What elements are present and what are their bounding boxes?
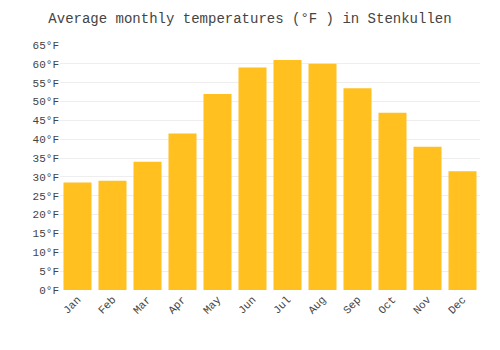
- svg-text:Oct: Oct: [376, 294, 398, 316]
- svg-text:Dec: Dec: [446, 294, 468, 316]
- svg-text:May: May: [201, 294, 224, 317]
- svg-text:50°F: 50°F: [33, 96, 59, 108]
- svg-text:Nov: Nov: [411, 294, 434, 317]
- svg-text:Sep: Sep: [341, 294, 363, 316]
- svg-text:Mar: Mar: [131, 294, 153, 316]
- svg-text:25°F: 25°F: [33, 191, 59, 203]
- svg-text:20°F: 20°F: [33, 209, 59, 221]
- svg-text:Feb: Feb: [96, 294, 118, 316]
- svg-text:Aug: Aug: [306, 294, 328, 316]
- svg-text:65°F: 65°F: [33, 40, 59, 52]
- svg-text:Average monthly temperatures (: Average monthly temperatures (°F ) in St…: [48, 11, 451, 27]
- svg-text:5°F: 5°F: [39, 266, 59, 278]
- svg-text:60°F: 60°F: [33, 59, 59, 71]
- svg-text:10°F: 10°F: [33, 247, 59, 259]
- svg-text:0°F: 0°F: [39, 285, 59, 297]
- svg-text:35°F: 35°F: [33, 153, 59, 165]
- svg-text:15°F: 15°F: [33, 228, 59, 240]
- svg-text:Jan: Jan: [61, 294, 83, 316]
- svg-text:Apr: Apr: [166, 294, 188, 316]
- svg-text:45°F: 45°F: [33, 115, 59, 127]
- svg-text:40°F: 40°F: [33, 134, 59, 146]
- svg-text:55°F: 55°F: [33, 78, 59, 90]
- svg-text:Jul: Jul: [271, 294, 293, 316]
- svg-text:30°F: 30°F: [33, 172, 59, 184]
- svg-text:Jun: Jun: [236, 294, 258, 316]
